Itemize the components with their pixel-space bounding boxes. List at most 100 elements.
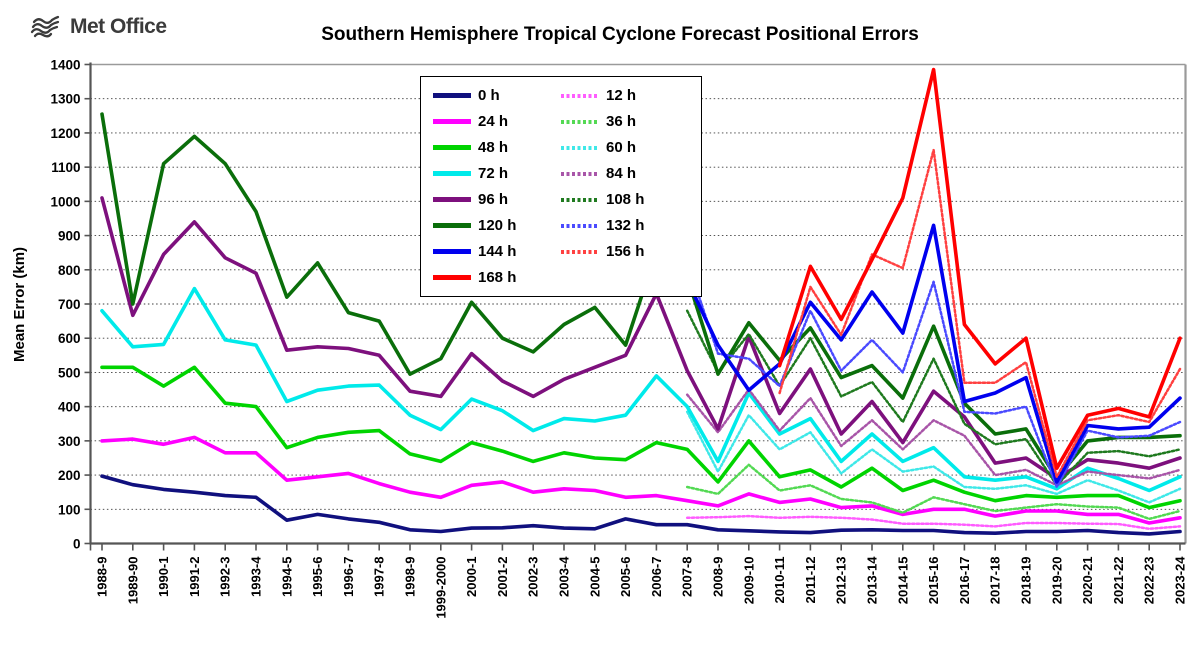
- x-tick-label: 2020-21: [1080, 557, 1095, 605]
- x-tick-label: 1993-4: [249, 556, 264, 597]
- legend-line-sample: [433, 93, 471, 98]
- legend-line-sample: [433, 223, 471, 228]
- legend-label: 0 h: [478, 87, 500, 104]
- x-tick-label: 2022-23: [1142, 557, 1157, 605]
- y-tick-label: 800: [58, 263, 81, 278]
- x-tick-label: 2014-15: [895, 557, 910, 605]
- legend-line-sample: [433, 171, 471, 176]
- legend-item-48h: 48 h: [433, 136, 561, 159]
- series-line-132h: [685, 259, 1182, 489]
- legend-line-sample: [561, 171, 599, 176]
- met-office-logo: Met Office: [30, 14, 167, 40]
- series-line-156h: [778, 148, 1182, 479]
- x-tick-label: 2023-24: [1173, 556, 1188, 604]
- y-tick-label: 400: [58, 400, 81, 415]
- x-tick-label: 2008-9: [711, 557, 726, 597]
- chart-legend: 0 h 12 h 24 h 36 h 48 h 60 h 72 h 84 h 96 h 108 h…: [420, 76, 702, 297]
- y-tick-label: 100: [58, 502, 81, 517]
- met-office-waves-icon: [30, 15, 60, 38]
- legend-item-84h: 84 h: [561, 162, 691, 185]
- legend-line-sample: [433, 249, 471, 254]
- x-tick-label: 1989-90: [125, 557, 140, 605]
- x-tick-label: 2015-16: [926, 557, 941, 605]
- legend-line-sample: [433, 145, 471, 150]
- x-tick-label: 2009-10: [741, 557, 756, 605]
- y-tick-label: 900: [58, 229, 81, 244]
- y-tick-label: 1200: [50, 126, 80, 141]
- legend-line-sample: [433, 275, 471, 280]
- plot-frame: [89, 62, 1187, 545]
- series-line-84h: [685, 388, 1182, 487]
- legend-item-36h: 36 h: [561, 110, 691, 133]
- y-axis-label: Mean Error (km): [11, 247, 28, 362]
- legend-label: 36 h: [606, 113, 637, 130]
- legend-label: 96 h: [478, 191, 509, 208]
- legend-item-0h: 0 h: [433, 84, 561, 107]
- x-tick-label: 1997-8: [372, 557, 387, 597]
- y-tick-label: 1300: [50, 92, 80, 107]
- y-tick-label: 0: [73, 537, 81, 552]
- series-line-96h: [100, 196, 1182, 481]
- y-tick-label: 1400: [50, 58, 80, 73]
- series-line-24h: [100, 435, 1182, 525]
- x-tick-label: 1994-5: [279, 557, 294, 597]
- legend-label: 24 h: [478, 113, 509, 130]
- legend-label: 168 h: [478, 269, 517, 286]
- series-line-12h: [685, 514, 1182, 531]
- x-tick-label: 2010-11: [772, 557, 787, 604]
- legend-label: 132 h: [606, 217, 645, 234]
- legend-line-sample: [433, 119, 471, 124]
- series-line-0h: [100, 474, 1182, 536]
- y-tick-label: 600: [58, 331, 81, 346]
- series-line-72h: [100, 286, 1182, 493]
- legend-label: 156 h: [606, 243, 645, 260]
- x-tick-label: 2007-8: [680, 557, 695, 597]
- series-line-120h: [100, 112, 1182, 481]
- x-tick-label: 2019-20: [1049, 557, 1064, 605]
- legend-label: 120 h: [478, 217, 517, 234]
- legend-line-sample: [561, 223, 599, 228]
- series-line-60h: [685, 410, 1182, 504]
- chart-title: Southern Hemisphere Tropical Cyclone For…: [321, 24, 919, 45]
- legend-item-60h: 60 h: [561, 136, 691, 159]
- x-tick-label: 2021-22: [1111, 557, 1126, 605]
- x-tick-label: 2013-14: [865, 556, 880, 604]
- legend-line-sample: [561, 197, 599, 202]
- legend-item-156h: 156 h: [561, 240, 691, 263]
- x-axis-ticks: 1988-9 1989-90 1990-1 1991-2 1992-3 1993-4 199…: [89, 543, 1188, 619]
- legend-item-24h: 24 h: [433, 110, 561, 133]
- legend-item-120h: 120 h: [433, 214, 561, 237]
- y-tick-label: 300: [58, 434, 81, 449]
- x-tick-label: 2003-4: [557, 556, 572, 597]
- legend-label: 48 h: [478, 139, 509, 156]
- x-tick-label: 1995-6: [310, 557, 325, 597]
- legend-item-168h: 168 h: [433, 266, 561, 289]
- legend-label: 84 h: [606, 165, 637, 182]
- x-tick-label: 2011-12: [803, 557, 818, 604]
- x-tick-label: 2002-3: [526, 557, 541, 597]
- legend-item-12h: 12 h: [561, 84, 691, 107]
- y-tick-label: 700: [58, 297, 81, 312]
- x-tick-label: 2018-19: [1019, 557, 1034, 605]
- x-tick-label: 1991-2: [187, 557, 202, 597]
- series-line-48h: [100, 365, 1182, 510]
- x-tick-label: 2012-13: [834, 557, 849, 605]
- x-tick-label: 1992-3: [218, 557, 233, 597]
- x-tick-label: 1990-1: [156, 557, 171, 597]
- legend-item-108h: 108 h: [561, 188, 691, 211]
- legend-line-sample: [561, 119, 599, 124]
- x-tick-label: 2016-17: [957, 557, 972, 605]
- y-tick-label: 200: [58, 468, 81, 483]
- legend-label: 108 h: [606, 191, 645, 208]
- x-tick-label: 2017-18: [988, 557, 1003, 605]
- legend-item-96h: 96 h: [433, 188, 561, 211]
- x-tick-label: 2000-1: [464, 557, 479, 597]
- x-tick-label: 1999-2000: [433, 557, 448, 619]
- x-tick-label: 2004-5: [587, 557, 602, 597]
- legend-label: 60 h: [606, 139, 637, 156]
- x-tick-label: 1988-9: [95, 557, 110, 597]
- legend-label: 72 h: [478, 165, 509, 182]
- y-tick-label: 500: [58, 365, 81, 380]
- legend-label: 12 h: [606, 87, 637, 104]
